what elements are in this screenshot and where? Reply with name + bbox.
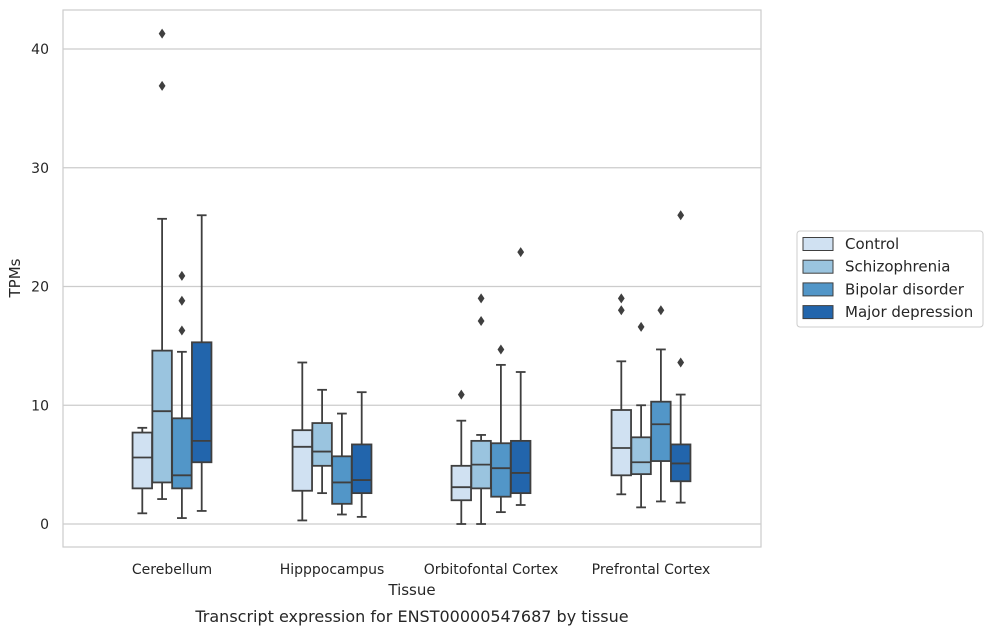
outlier-marker [617,293,625,304]
box [171,270,193,519]
box-body [151,349,173,484]
outlier-marker [657,305,665,316]
box [670,210,692,504]
outlier-marker [178,270,186,281]
box-body [331,455,353,505]
y-axis-title: TPMs [6,258,24,298]
box-body [630,436,652,476]
legend-label: Schizophrenia [845,258,950,276]
box [131,426,153,515]
outlier-marker [178,325,186,336]
legend-label: Control [845,235,899,253]
box [650,305,672,503]
outlier-marker [457,389,465,400]
outlier-marker [517,247,525,258]
legend-frame [796,230,984,328]
box [510,247,532,506]
outlier-marker [677,357,685,368]
legend-label: Major depression [845,303,973,321]
legend-swatch [802,282,834,297]
outlier-marker [637,321,645,332]
outlier-marker [497,344,505,355]
y-tick-label: 0 [40,517,49,533]
box [331,412,353,516]
boxes [131,28,692,525]
legend-swatch [802,305,834,320]
box [450,389,472,525]
box-body [131,431,153,490]
box-body [490,442,512,498]
outlier-marker [677,210,685,221]
box-body [650,400,672,462]
x-tick-label: Prefrontal Cortex [592,562,711,578]
y-tick-labels: 0 10 20 30 40 [31,42,49,533]
x-tick-labels: Cerebellum Hipppocampus Orbitofontal Corte… [132,562,710,578]
outlier-marker [477,293,485,304]
y-tick-label: 40 [31,42,49,58]
legend-swatch [802,259,834,274]
legend-swatch [802,237,834,251]
x-tick-label: Cerebellum [132,562,212,578]
box [351,391,373,518]
box-body [171,417,193,490]
box [191,214,213,512]
y-tick-label: 10 [31,398,49,414]
box-body [510,439,532,495]
chart-caption: Transcript expression for ENST0000054768… [194,607,628,626]
box [311,388,333,495]
x-tick-label: Orbitofontal Cortex [424,562,559,578]
box [470,293,492,525]
box-body [450,464,472,502]
box-body [610,409,632,477]
box [490,344,512,514]
box-body [191,341,213,464]
y-tick-label: 30 [31,161,49,177]
box [151,28,173,500]
x-tick-label: Hipppocampus [280,562,385,578]
box-body [351,443,373,495]
box-body [291,429,313,492]
legend-label: Bipolar disorder [845,280,965,298]
outlier-marker [178,295,186,306]
outlier-marker [477,315,485,326]
outlier-marker [617,305,625,316]
box [291,361,313,522]
outlier-marker [158,80,166,91]
x-axis-title: Tissue [387,581,435,599]
y-tick-label: 20 [31,280,49,296]
outlier-marker [158,28,166,39]
box-body [311,422,333,467]
legend: Control Schizophrenia Bipolar disorder Majo… [796,230,984,328]
